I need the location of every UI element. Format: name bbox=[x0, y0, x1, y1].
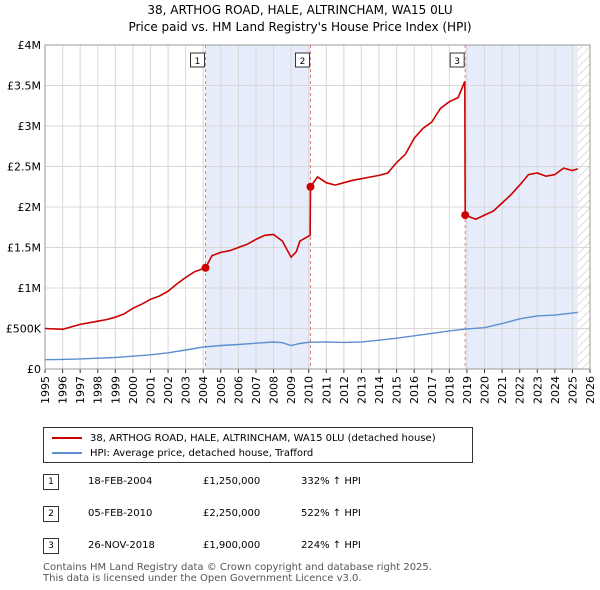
x-tick-label: 2015 bbox=[391, 376, 404, 404]
sale-point bbox=[306, 182, 315, 191]
sale-label-number: 1 bbox=[195, 57, 201, 67]
x-tick-label: 2003 bbox=[180, 376, 193, 404]
price-chart: 38, ARTHOG ROAD, HALE, ALTRINCHAM, WA15 … bbox=[6, 3, 597, 404]
x-tick-label: 2025 bbox=[566, 376, 579, 404]
sale-label-box bbox=[449, 52, 465, 68]
sale-marker-badge: 2 bbox=[43, 506, 59, 522]
legend-label-property: 38, ARTHOG ROAD, HALE, ALTRINCHAM, WA15 … bbox=[90, 432, 436, 444]
x-tick-label: 2001 bbox=[144, 376, 157, 404]
x-tick-label: 2021 bbox=[496, 376, 509, 404]
x-tick-label: 2002 bbox=[162, 376, 175, 404]
footer-line-2: This data is licensed under the Open Gov… bbox=[43, 573, 362, 584]
x-tick-label: 2007 bbox=[250, 376, 263, 404]
legend-swatch-property bbox=[52, 437, 82, 439]
sale-label-number: 3 bbox=[454, 57, 460, 67]
x-tick-label: 2012 bbox=[338, 376, 351, 404]
sale-label-number: 2 bbox=[300, 57, 306, 67]
x-tick-label: 2024 bbox=[549, 376, 562, 404]
x-tick-label: 2000 bbox=[127, 376, 140, 404]
y-tick-label: £4M bbox=[18, 39, 42, 52]
chart-title: 38, ARTHOG ROAD, HALE, ALTRINCHAM, WA15 … bbox=[147, 3, 452, 17]
x-tick-label: 2026 bbox=[584, 376, 597, 404]
x-tick-label: 2009 bbox=[285, 376, 298, 404]
x-tick-label: 2006 bbox=[232, 376, 245, 404]
x-tick-label: 1998 bbox=[92, 376, 105, 404]
sale-date: 05-FEB-2010 bbox=[88, 508, 153, 519]
x-tick-label: 2010 bbox=[303, 376, 316, 404]
x-tick-label: 2018 bbox=[443, 376, 456, 404]
x-tick-label: 2019 bbox=[461, 376, 474, 404]
hpi-line bbox=[44, 311, 578, 361]
y-tick-label: £500K bbox=[6, 323, 42, 336]
sale-point bbox=[201, 263, 210, 272]
x-tick-label: 2014 bbox=[373, 376, 386, 404]
y-tick-label: £3.5M bbox=[7, 80, 41, 93]
sale-price: £2,250,000 bbox=[203, 508, 261, 519]
footer-line-1: Contains HM Land Registry data © Crown c… bbox=[43, 562, 432, 573]
legend-swatch-hpi bbox=[52, 452, 82, 454]
y-tick-label: £1.5M bbox=[7, 242, 41, 255]
x-tick-label: 2008 bbox=[268, 376, 281, 404]
sale-marker-badge: 1 bbox=[43, 474, 59, 490]
x-tick-label: 2011 bbox=[320, 376, 333, 404]
sale-price: £1,900,000 bbox=[203, 540, 261, 551]
sale-date: 26-NOV-2018 bbox=[88, 540, 155, 551]
x-tick-label: 2013 bbox=[355, 376, 368, 404]
legend-label-hpi: HPI: Average price, detached house, Traf… bbox=[90, 447, 314, 459]
x-tick-label: 2005 bbox=[215, 376, 228, 404]
x-tick-label: 2022 bbox=[514, 376, 527, 404]
y-tick-label: £3M bbox=[18, 120, 42, 133]
sale-label-box bbox=[190, 52, 206, 68]
y-tick-label: £1M bbox=[18, 282, 42, 295]
x-tick-label: 2017 bbox=[426, 376, 439, 404]
x-tick-label: 2023 bbox=[531, 376, 544, 404]
sale-hpi-change: 332% ↑ HPI bbox=[301, 476, 361, 487]
sale-hpi-change: 224% ↑ HPI bbox=[301, 540, 361, 551]
chart-legend: 38, ARTHOG ROAD, HALE, ALTRINCHAM, WA15 … bbox=[43, 427, 473, 463]
x-tick-label: 1999 bbox=[109, 376, 122, 404]
x-tick-label: 2004 bbox=[197, 376, 210, 404]
sale-marker-badge: 3 bbox=[43, 538, 59, 554]
sale-hpi-change: 522% ↑ HPI bbox=[301, 508, 361, 519]
footer-attribution: Contains HM Land Registry data © Crown c… bbox=[43, 562, 432, 584]
x-tick-label: 1995 bbox=[39, 376, 52, 404]
x-tick-label: 2016 bbox=[408, 376, 421, 404]
legend-item-property: 38, ARTHOG ROAD, HALE, ALTRINCHAM, WA15 … bbox=[52, 431, 436, 445]
plot-border bbox=[44, 44, 591, 370]
x-tick-label: 1997 bbox=[74, 376, 87, 404]
y-tick-label: £2.5M bbox=[7, 161, 41, 174]
sale-date: 18-FEB-2004 bbox=[88, 476, 153, 487]
x-tick-label: 2020 bbox=[479, 376, 492, 404]
y-tick-label: £2M bbox=[18, 201, 42, 214]
x-tick-label: 1996 bbox=[57, 376, 70, 404]
sale-point bbox=[461, 211, 470, 220]
property-price-line bbox=[44, 81, 578, 331]
y-tick-label: £0 bbox=[27, 363, 41, 376]
sale-label-box bbox=[294, 52, 310, 68]
legend-item-hpi: HPI: Average price, detached house, Traf… bbox=[52, 446, 313, 460]
chart-subtitle: Price paid vs. HM Land Registry's House … bbox=[128, 20, 471, 34]
sale-price: £1,250,000 bbox=[203, 476, 261, 487]
